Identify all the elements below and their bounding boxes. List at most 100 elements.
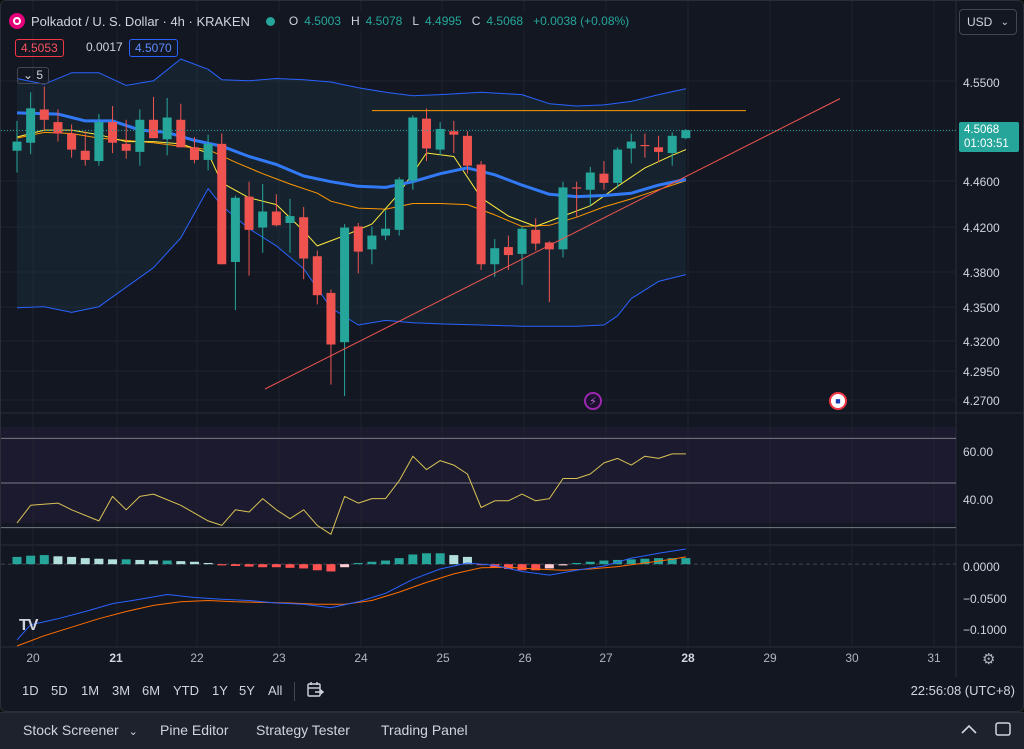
current-price: 4.5068 [964,124,1000,136]
candle [490,248,500,265]
buy-button[interactable]: 4.5070 [129,39,178,57]
macd-histogram-bar [312,564,322,571]
candle [449,131,459,135]
macd-histogram-bar [149,560,158,565]
macd-histogram-bar [381,560,391,565]
range-button-6m[interactable]: 6M [142,683,161,698]
range-button-5y[interactable]: 5Y [239,683,255,698]
chevron-down-icon: ⌄ [23,68,34,82]
candle [217,143,227,265]
high-label: H [350,14,360,28]
maximize-icon[interactable] [994,721,1012,737]
candle [640,145,650,147]
candle [476,164,486,265]
range-button-all[interactable]: All [268,683,283,698]
range-button-1d[interactable]: 1D [22,683,39,698]
macd-histogram-bar [503,564,513,570]
candle [53,122,63,134]
indicators-toggle[interactable]: ⌄ 5 [17,67,50,84]
macd-histogram-bar [681,558,691,565]
candle [285,216,295,223]
candle [12,141,22,151]
candle [353,226,363,252]
time-axis-label: 25 [436,651,450,665]
macd-histogram-bar [353,562,363,565]
range-button-1y[interactable]: 1Y [212,683,228,698]
chevron-down-icon: ⌄ [1000,16,1009,28]
macd-histogram-bar [394,558,404,565]
macd-histogram-bar [422,553,431,565]
macd-axis-label: 0.0000 [963,560,1000,574]
macd-histogram-bar [558,564,568,566]
currency-selector[interactable]: USD ⌄ [959,9,1017,35]
chart-canvas[interactable] [1,1,1024,677]
macd-histogram-bar [135,559,145,565]
tab-stock-screener[interactable]: Stock Screener ⌄ [23,722,138,738]
market-status-dot-icon[interactable] [265,16,275,26]
candle [189,147,199,160]
range-button-5d[interactable]: 5D [51,683,68,698]
timezone-clock[interactable]: 22:56:08 (UTC+8) [910,683,1015,698]
tradingview-logo[interactable]: TV [19,617,38,634]
candle [39,109,49,120]
tab-trading-panel[interactable]: Trading Panel [381,722,468,738]
chevron-up-icon[interactable] [960,722,978,736]
macd-histogram-bar [271,564,281,568]
tab-label: Stock Screener [23,722,119,738]
macd-histogram-bar [640,558,650,565]
candle [381,228,391,236]
tab-strategy-tester[interactable]: Strategy Tester [256,722,350,738]
candle [67,133,77,150]
open-value: 4.5003 [304,14,341,28]
macd-histogram-bar [462,556,472,565]
range-button-3m[interactable]: 3M [112,683,131,698]
range-button-ytd[interactable]: YTD [173,683,199,698]
macd-histogram-bar [367,561,377,565]
macd-histogram-bar [162,560,172,565]
candle [176,119,186,148]
change-value: +0.0038 (+0.08%) [533,14,630,28]
lightning-icon[interactable]: ⚡ [584,392,602,410]
sell-button[interactable]: 4.5053 [15,39,64,57]
spread-value: 0.0017 [86,40,123,54]
candle [422,118,431,149]
price-axis-label: 4.2700 [963,394,1000,408]
macd-histogram-bar [67,556,77,565]
macd-histogram-bar [244,564,254,567]
time-axis-label: 26 [518,651,532,665]
time-axis-label: 29 [763,651,777,665]
calendar-goto-icon[interactable] [306,681,324,699]
range-button-1m[interactable]: 1M [81,683,100,698]
macd-axis-label: −0.0500 [963,592,1007,606]
candle [203,143,213,160]
time-axis-label: 27 [599,651,613,665]
symbol-title[interactable]: Polkadot / U. S. Dollar · 4h · KRAKEN [31,13,250,29]
macd-histogram-bar [26,555,36,565]
macd-axis-label: −0.1000 [963,623,1007,637]
us-flag-icon[interactable]: ■ [829,392,847,410]
candle [121,143,131,151]
candle [531,229,541,244]
time-axis-label: 21 [109,651,123,665]
chevron-down-icon: ⌄ [128,726,138,738]
time-axis-label: 20 [26,651,40,665]
close-value: 4.5068 [486,14,524,28]
candle [244,196,254,230]
candle [271,211,281,226]
candle [517,228,527,254]
macd-histogram-bar [285,564,295,568]
candle [94,122,104,162]
candle [230,197,240,262]
price-axis-label: 4.4600 [963,175,1000,189]
macd-histogram-bar [517,564,527,571]
gear-icon[interactable]: ⚙ [982,651,996,668]
macd-histogram-bar [108,559,118,565]
time-axis-label: 24 [354,651,368,665]
candle [462,135,472,166]
candle [149,119,158,139]
macd-histogram-bar [94,558,104,565]
low-value: 4.4995 [425,14,462,28]
tab-pine-editor[interactable]: Pine Editor [160,722,229,738]
